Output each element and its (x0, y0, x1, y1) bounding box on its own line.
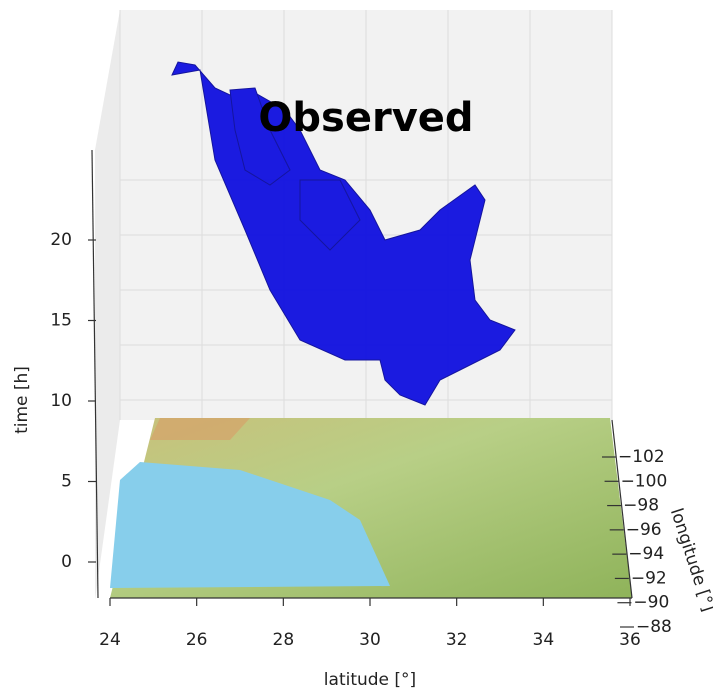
x-tick-label: 32 (446, 630, 468, 650)
y-tick-label: −102 (618, 447, 665, 467)
z-tick-label: 10 (50, 391, 72, 411)
z-tick-label: 5 (61, 472, 72, 492)
z-tick-label: 15 (50, 311, 72, 331)
y-tick-label: −88 (636, 617, 672, 637)
y-tick-label: −98 (623, 496, 659, 516)
x-tick-label: 30 (359, 630, 381, 650)
x-tick-label: 26 (186, 630, 208, 650)
z-axis-label: time [h] (12, 366, 32, 434)
y-tick-label: −92 (631, 568, 667, 588)
z-tick-label: 0 (61, 552, 72, 572)
y-tick-label: −100 (621, 471, 668, 491)
side-pane (95, 10, 120, 600)
y-tick-label: −90 (633, 593, 669, 613)
y-tick-label: −96 (626, 520, 662, 540)
y-axis-label: longitude [°] (666, 506, 713, 614)
chart-title: Observed (258, 95, 473, 141)
z-tick-label: 20 (50, 230, 72, 250)
chart: Observed latitude [°] time [h] longitude… (0, 0, 713, 693)
x-tick-label: 24 (99, 630, 121, 650)
y-tick-label: −94 (628, 544, 664, 564)
x-tick-label: 34 (533, 630, 555, 650)
x-tick-label: 28 (273, 630, 295, 650)
x-axis-label: latitude [°] (324, 670, 416, 690)
